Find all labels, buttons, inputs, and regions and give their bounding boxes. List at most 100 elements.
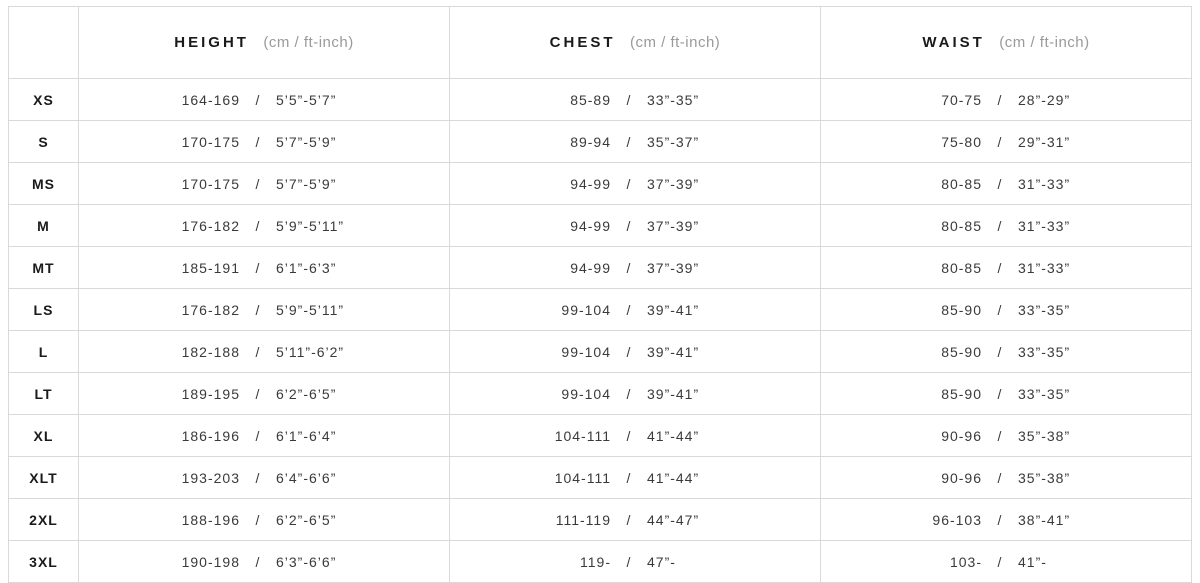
height-imperial: 5’7”-5’9”	[276, 134, 366, 150]
header-height-sub: (cm / ft-inch)	[263, 34, 353, 51]
header-waist-label: WAIST	[922, 34, 985, 51]
chest-cell: 99-104/39”-41”	[450, 289, 821, 331]
separator: /	[982, 554, 1018, 570]
waist-cm: 80-85	[904, 260, 982, 276]
waist-cell: 85-90/33”-35”	[821, 331, 1192, 373]
separator: /	[611, 470, 647, 486]
height-cm: 170-175	[162, 134, 240, 150]
height-cell: 190-198/6’3”-6’6”	[79, 541, 450, 583]
chest-cell: 99-104/39”-41”	[450, 373, 821, 415]
height-cell: 170-175/5’7”-5’9”	[79, 163, 450, 205]
waist-cm: 85-90	[904, 386, 982, 402]
height-cell: 170-175/5’7”-5’9”	[79, 121, 450, 163]
separator: /	[240, 344, 276, 360]
waist-cell: 90-96/35”-38”	[821, 457, 1192, 499]
separator: /	[611, 428, 647, 444]
height-cm: 193-203	[162, 470, 240, 486]
separator: /	[611, 386, 647, 402]
separator: /	[982, 470, 1018, 486]
chest-cell: 85-89/33”-35”	[450, 79, 821, 121]
height-cell: 193-203/6’4”-6’6”	[79, 457, 450, 499]
size-cell: L	[9, 331, 79, 373]
size-cell: 3XL	[9, 541, 79, 583]
waist-imperial: 29”-31”	[1018, 134, 1108, 150]
separator: /	[982, 302, 1018, 318]
chest-imperial: 37”-39”	[647, 176, 737, 192]
chest-cm: 94-99	[533, 260, 611, 276]
height-cm: 182-188	[162, 344, 240, 360]
chest-imperial: 39”-41”	[647, 302, 737, 318]
height-imperial: 5’11”-6’2”	[276, 344, 366, 360]
waist-cm: 85-90	[904, 344, 982, 360]
separator: /	[240, 218, 276, 234]
chest-cell: 111-119/44”-47”	[450, 499, 821, 541]
height-imperial: 5’9”-5’11”	[276, 218, 366, 234]
height-cell: 176-182/5’9”-5’11”	[79, 205, 450, 247]
separator: /	[240, 134, 276, 150]
header-row: HEIGHT (cm / ft-inch) CHEST (cm / ft-inc…	[9, 7, 1192, 79]
header-chest-sub: (cm / ft-inch)	[630, 34, 720, 51]
waist-cm: 80-85	[904, 176, 982, 192]
height-cell: 189-195/6’2”-6’5”	[79, 373, 450, 415]
height-cm: 189-195	[162, 386, 240, 402]
chest-imperial: 39”-41”	[647, 386, 737, 402]
waist-imperial: 35”-38”	[1018, 428, 1108, 444]
table-row: M176-182/5’9”-5’11”94-99/37”-39”80-85/31…	[9, 205, 1192, 247]
chest-imperial: 41”-44”	[647, 470, 737, 486]
waist-cm: 96-103	[904, 512, 982, 528]
height-cm: 170-175	[162, 176, 240, 192]
separator: /	[982, 512, 1018, 528]
height-cm: 188-196	[162, 512, 240, 528]
height-imperial: 5’7”-5’9”	[276, 176, 366, 192]
chest-imperial: 41”-44”	[647, 428, 737, 444]
chest-cm: 111-119	[533, 512, 611, 528]
waist-imperial: 31”-33”	[1018, 176, 1108, 192]
table-row: XL186-196/6’1”-6’4”104-111/41”-44”90-96/…	[9, 415, 1192, 457]
chest-cell: 104-111/41”-44”	[450, 415, 821, 457]
waist-cell: 96-103/38”-41”	[821, 499, 1192, 541]
height-cell: 186-196/6’1”-6’4”	[79, 415, 450, 457]
waist-cm: 80-85	[904, 218, 982, 234]
chest-imperial: 39”-41”	[647, 344, 737, 360]
waist-cm: 90-96	[904, 428, 982, 444]
separator: /	[240, 302, 276, 318]
height-cm: 190-198	[162, 554, 240, 570]
table-row: MS170-175/5’7”-5’9”94-99/37”-39”80-85/31…	[9, 163, 1192, 205]
separator: /	[240, 92, 276, 108]
header-chest: CHEST (cm / ft-inch)	[450, 7, 821, 79]
chest-cell: 89-94/35”-37”	[450, 121, 821, 163]
chest-cell: 94-99/37”-39”	[450, 163, 821, 205]
height-cell: 176-182/5’9”-5’11”	[79, 289, 450, 331]
height-cell: 188-196/6’2”-6’5”	[79, 499, 450, 541]
chest-cm: 94-99	[533, 176, 611, 192]
waist-imperial: 41”-	[1018, 554, 1108, 570]
chest-cm: 85-89	[533, 92, 611, 108]
waist-cm: 70-75	[904, 92, 982, 108]
waist-cell: 75-80/29”-31”	[821, 121, 1192, 163]
separator: /	[982, 134, 1018, 150]
separator: /	[611, 218, 647, 234]
size-cell: XS	[9, 79, 79, 121]
separator: /	[611, 302, 647, 318]
height-cm: 185-191	[162, 260, 240, 276]
chest-cell: 94-99/37”-39”	[450, 205, 821, 247]
separator: /	[611, 176, 647, 192]
table-row: XLT193-203/6’4”-6’6”104-111/41”-44”90-96…	[9, 457, 1192, 499]
separator: /	[611, 92, 647, 108]
waist-cm: 75-80	[904, 134, 982, 150]
waist-imperial: 35”-38”	[1018, 470, 1108, 486]
separator: /	[240, 554, 276, 570]
height-imperial: 6’1”-6’3”	[276, 260, 366, 276]
chest-cm: 119-	[533, 554, 611, 570]
chest-cell: 94-99/37”-39”	[450, 247, 821, 289]
size-cell: M	[9, 205, 79, 247]
size-cell: XLT	[9, 457, 79, 499]
waist-cm: 85-90	[904, 302, 982, 318]
height-cm: 186-196	[162, 428, 240, 444]
height-imperial: 6’1”-6’4”	[276, 428, 366, 444]
header-waist: WAIST (cm / ft-inch)	[821, 7, 1192, 79]
size-cell: LS	[9, 289, 79, 331]
separator: /	[982, 176, 1018, 192]
table-row: MT185-191/6’1”-6’3”94-99/37”-39”80-85/31…	[9, 247, 1192, 289]
header-blank	[9, 7, 79, 79]
